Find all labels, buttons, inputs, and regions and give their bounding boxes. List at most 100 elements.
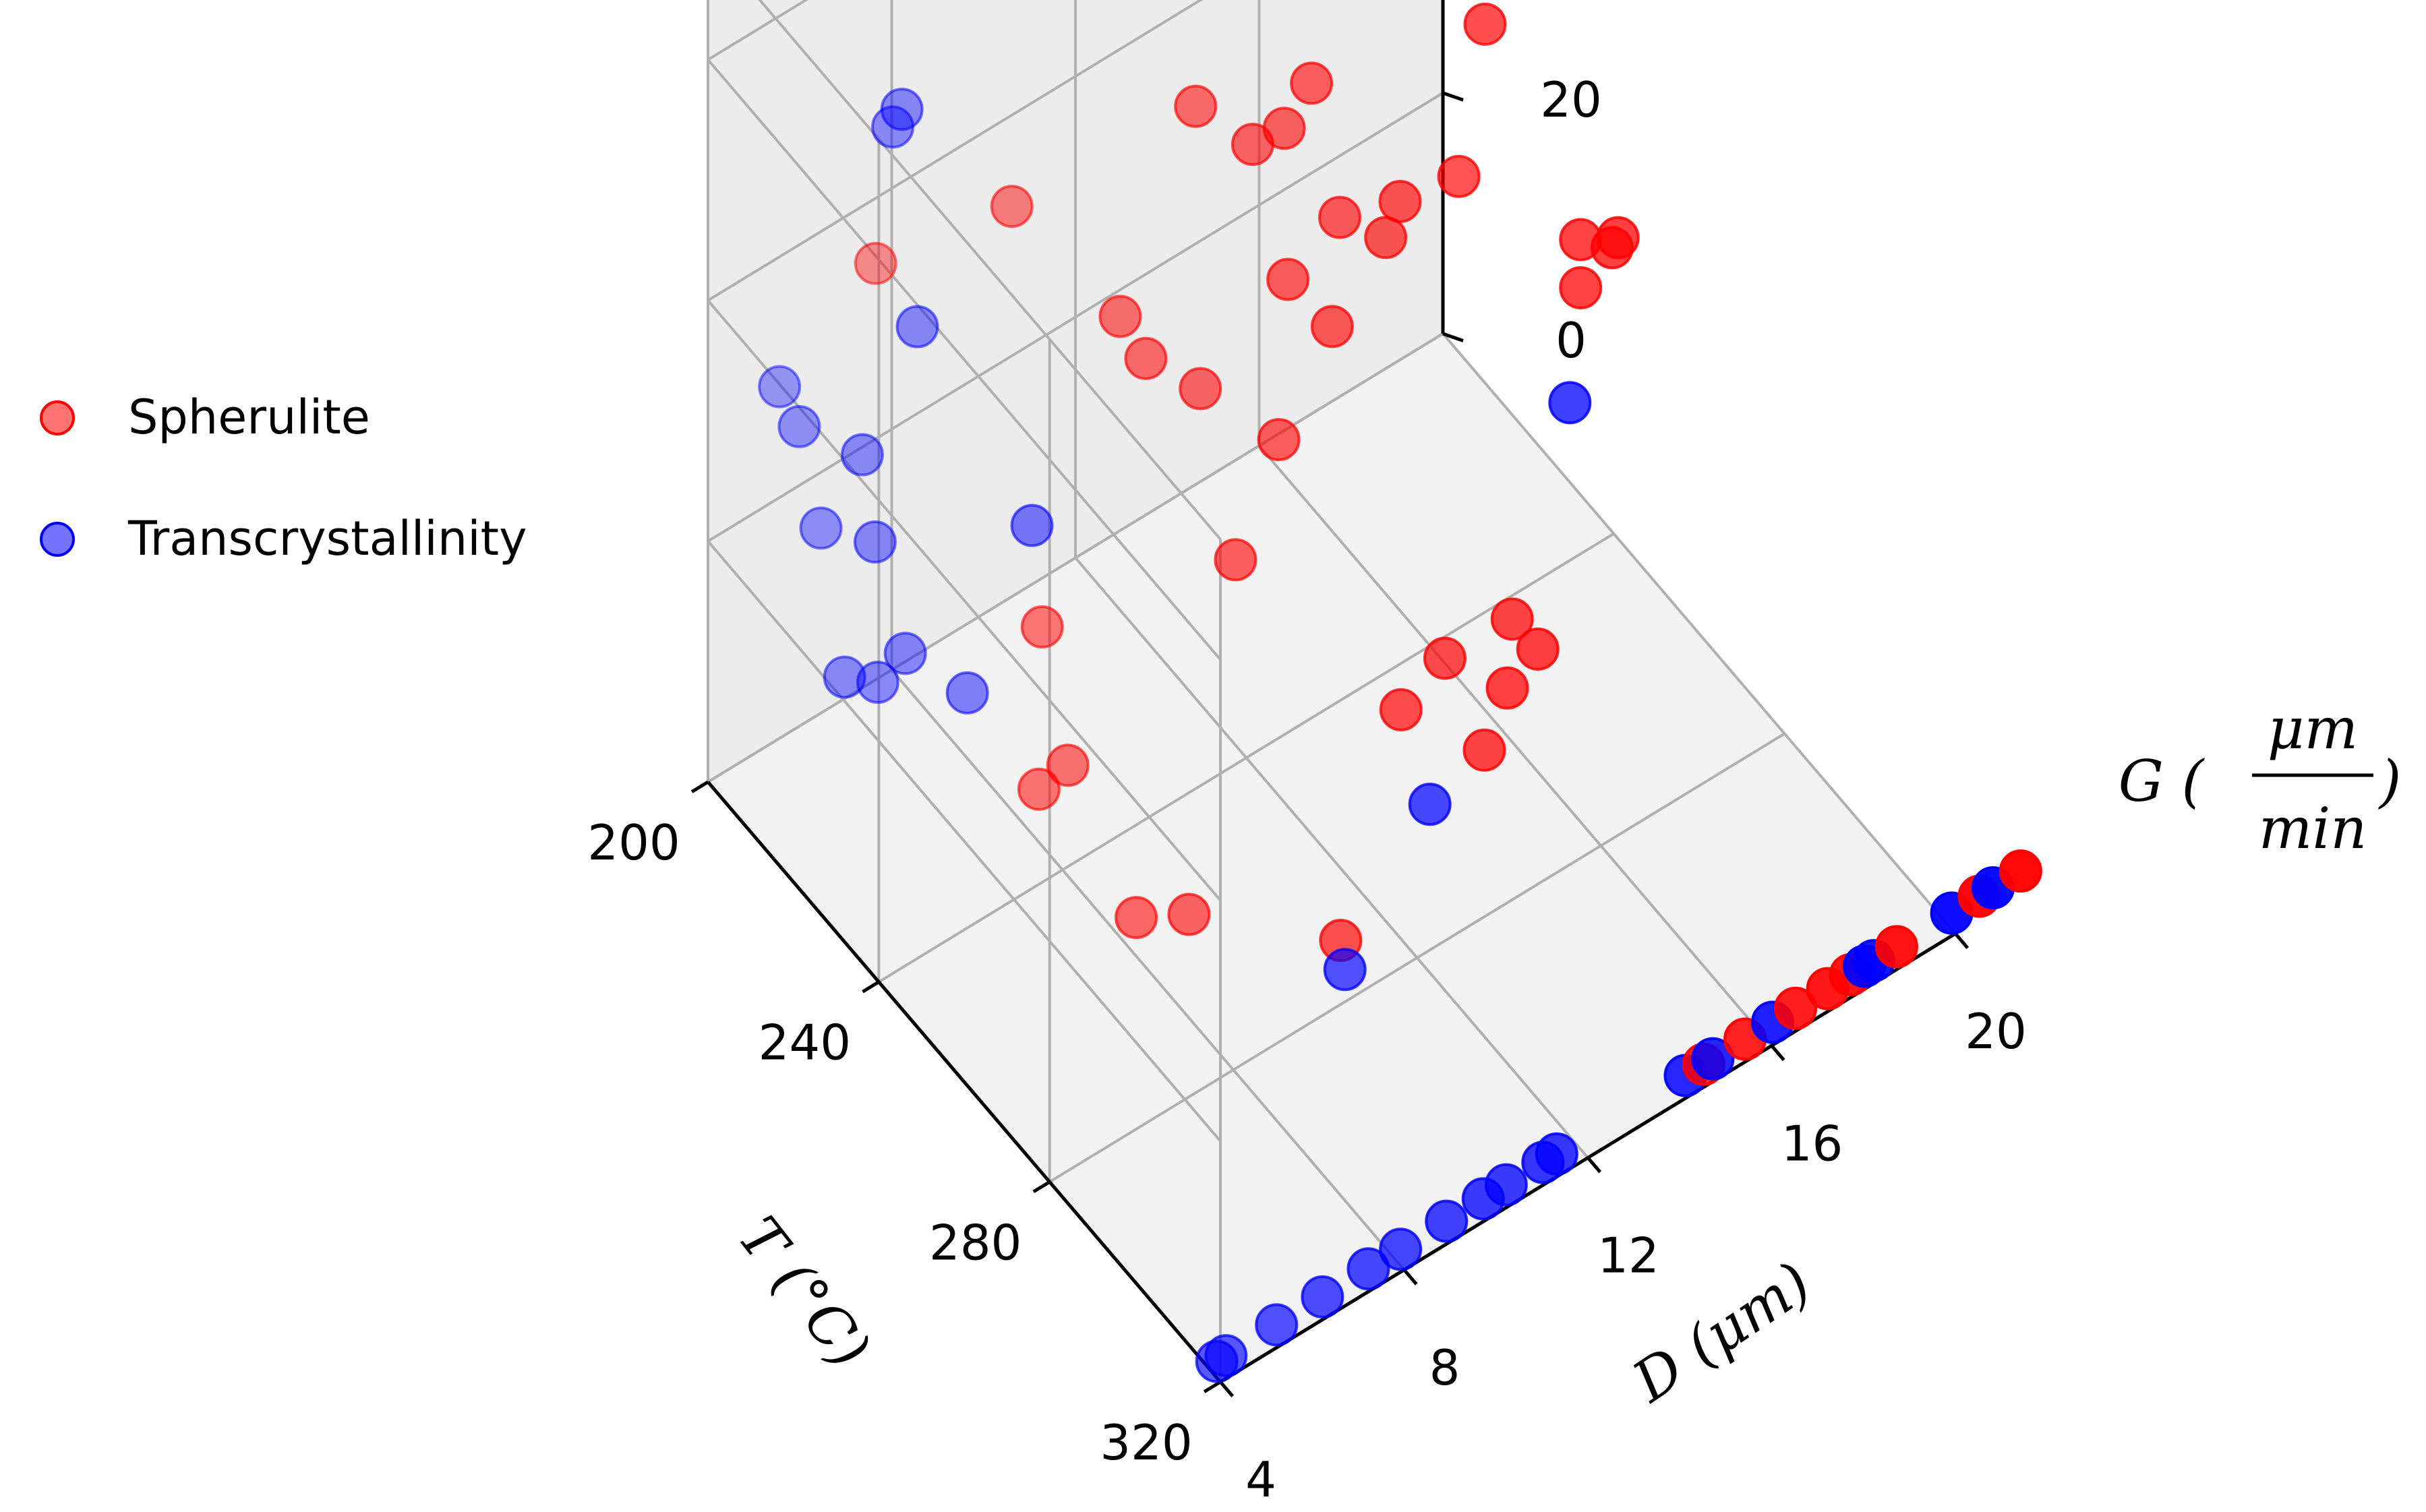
legend-label-spherulite: Spherulite [128,390,370,445]
data-point-spherulite [1017,767,1061,811]
grid-line-wall-z-right [707,0,1204,302]
y-tick [1402,1269,1418,1286]
data-point-spherulite [1214,538,1258,582]
y-tick-label: 20 [1965,1003,2027,1060]
data-point-transcrystallinity [1255,1303,1299,1347]
legend-label-transcrystallinity: Transcrystallinity [127,511,527,566]
x-axis-label: T (°C) [726,1205,883,1381]
data-point-transcrystallinity [1691,1037,1735,1081]
data-point-spherulite [1437,154,1481,198]
y-tick-label: 12 [1597,1228,1659,1284]
pane-edge-top-left [758,0,1222,541]
z-tick-label: 0 [1556,312,1587,369]
grid-line-floor-y [1442,332,1957,935]
grid-line-floor-y [1074,557,1589,1159]
data-point-spherulite [1098,295,1142,338]
data-point-transcrystallinity [945,671,989,715]
data-point-spherulite [1124,336,1168,380]
data-point-spherulite [1490,597,1534,641]
data-point-spherulite [990,185,1034,229]
data-point-spherulite [1774,986,1817,1030]
z-axis-label-denominator: min [2259,795,2367,861]
grid-line-wall-z-right [707,92,1444,543]
data-point-spherulite [854,241,897,285]
data-point-spherulite [1046,744,1090,787]
data-point-transcrystallinity [1347,1247,1390,1291]
grid-line-wall-z-right [707,332,1444,783]
data-point-spherulite [1318,195,1361,239]
data-point-spherulite [1378,179,1422,223]
data-point-spherulite [1167,893,1211,936]
data-point-transcrystallinity [1535,1132,1578,1176]
z-tick [1442,332,1464,342]
data-point-transcrystallinity [758,365,802,409]
legend-marker-transcrystallinity [40,522,75,557]
tick-marks [690,91,1970,1397]
data-point-transcrystallinity [799,506,843,550]
data-point-spherulite [1379,688,1423,731]
x-axis-line [707,781,1222,1383]
data-points [758,2,2042,1383]
x-tick-label: 280 [929,1214,1022,1271]
data-point-spherulite [1290,61,1334,105]
x-tick [690,780,709,793]
data-point-transcrystallinity [1323,948,1367,992]
grid-line-floor-y [1258,444,1773,1047]
data-point-spherulite [1020,605,1064,649]
data-point-spherulite [1559,266,1603,309]
data-point-transcrystallinity [895,305,939,349]
data-point-transcrystallinity [1484,1163,1528,1207]
y-tick-label: 4 [1245,1451,1276,1508]
z-axis-label-numerator: μm [2268,696,2358,762]
data-point-transcrystallinity [1301,1275,1344,1319]
data-point-spherulite [1266,258,1310,301]
data-point-spherulite [1874,925,1918,969]
data-point-spherulite [1115,896,1158,940]
y-tick [1954,932,1970,949]
grid-line-wall-z-left [707,540,1222,1143]
legend-marker-spherulite [40,400,75,435]
grid-line-wall-z-left [707,59,1222,661]
legend: Spherulite Transcrystallinity [40,390,527,566]
y-tick [1587,1156,1602,1174]
data-point-transcrystallinity [1379,1228,1423,1271]
z-tick-label: 20 [1540,71,1602,128]
y-tick-label: 8 [1429,1339,1460,1396]
data-point-spherulite [1310,305,1354,349]
x-tick [1203,1380,1222,1393]
data-point-spherulite [1262,107,1306,150]
data-point-spherulite [1179,367,1222,411]
y-tick-label: 16 [1781,1115,1843,1172]
x-tick [862,980,880,994]
data-point-transcrystallinity [1548,381,1592,425]
data-point-spherulite [1364,216,1408,260]
x-tick-label: 200 [587,814,680,871]
data-point-spherulite [1999,849,2042,893]
data-point-transcrystallinity [880,88,924,131]
z-axis-label-prefix: G ( [2119,748,2206,814]
data-point-transcrystallinity [1204,1334,1248,1378]
data-point-transcrystallinity [1408,783,1452,826]
data-point-spherulite [1423,636,1467,680]
data-point-spherulite [1485,666,1529,710]
data-point-transcrystallinity [856,661,899,704]
z-axis-label-suffix: ) [2378,748,2402,814]
y-tick [1770,1044,1785,1062]
x-tick-label: 320 [1100,1414,1192,1471]
data-point-spherulite [1463,2,1507,46]
tick-labels: 200240280320481216200204060 [587,71,2027,1508]
y-tick [1219,1381,1235,1397]
data-point-spherulite [1257,418,1301,462]
data-point-spherulite [1174,84,1218,128]
data-point-transcrystallinity [883,632,927,675]
data-point-spherulite [1462,728,1506,772]
grid-line-wall-z-left [707,299,1222,902]
data-point-spherulite [1590,226,1634,270]
data-point-transcrystallinity [1425,1199,1469,1243]
grid-line-floor-y [890,669,1406,1271]
x-tick [1032,1180,1051,1194]
z-tick [1442,91,1464,102]
data-point-spherulite [1516,627,1560,671]
data-point-transcrystallinity [777,404,821,448]
